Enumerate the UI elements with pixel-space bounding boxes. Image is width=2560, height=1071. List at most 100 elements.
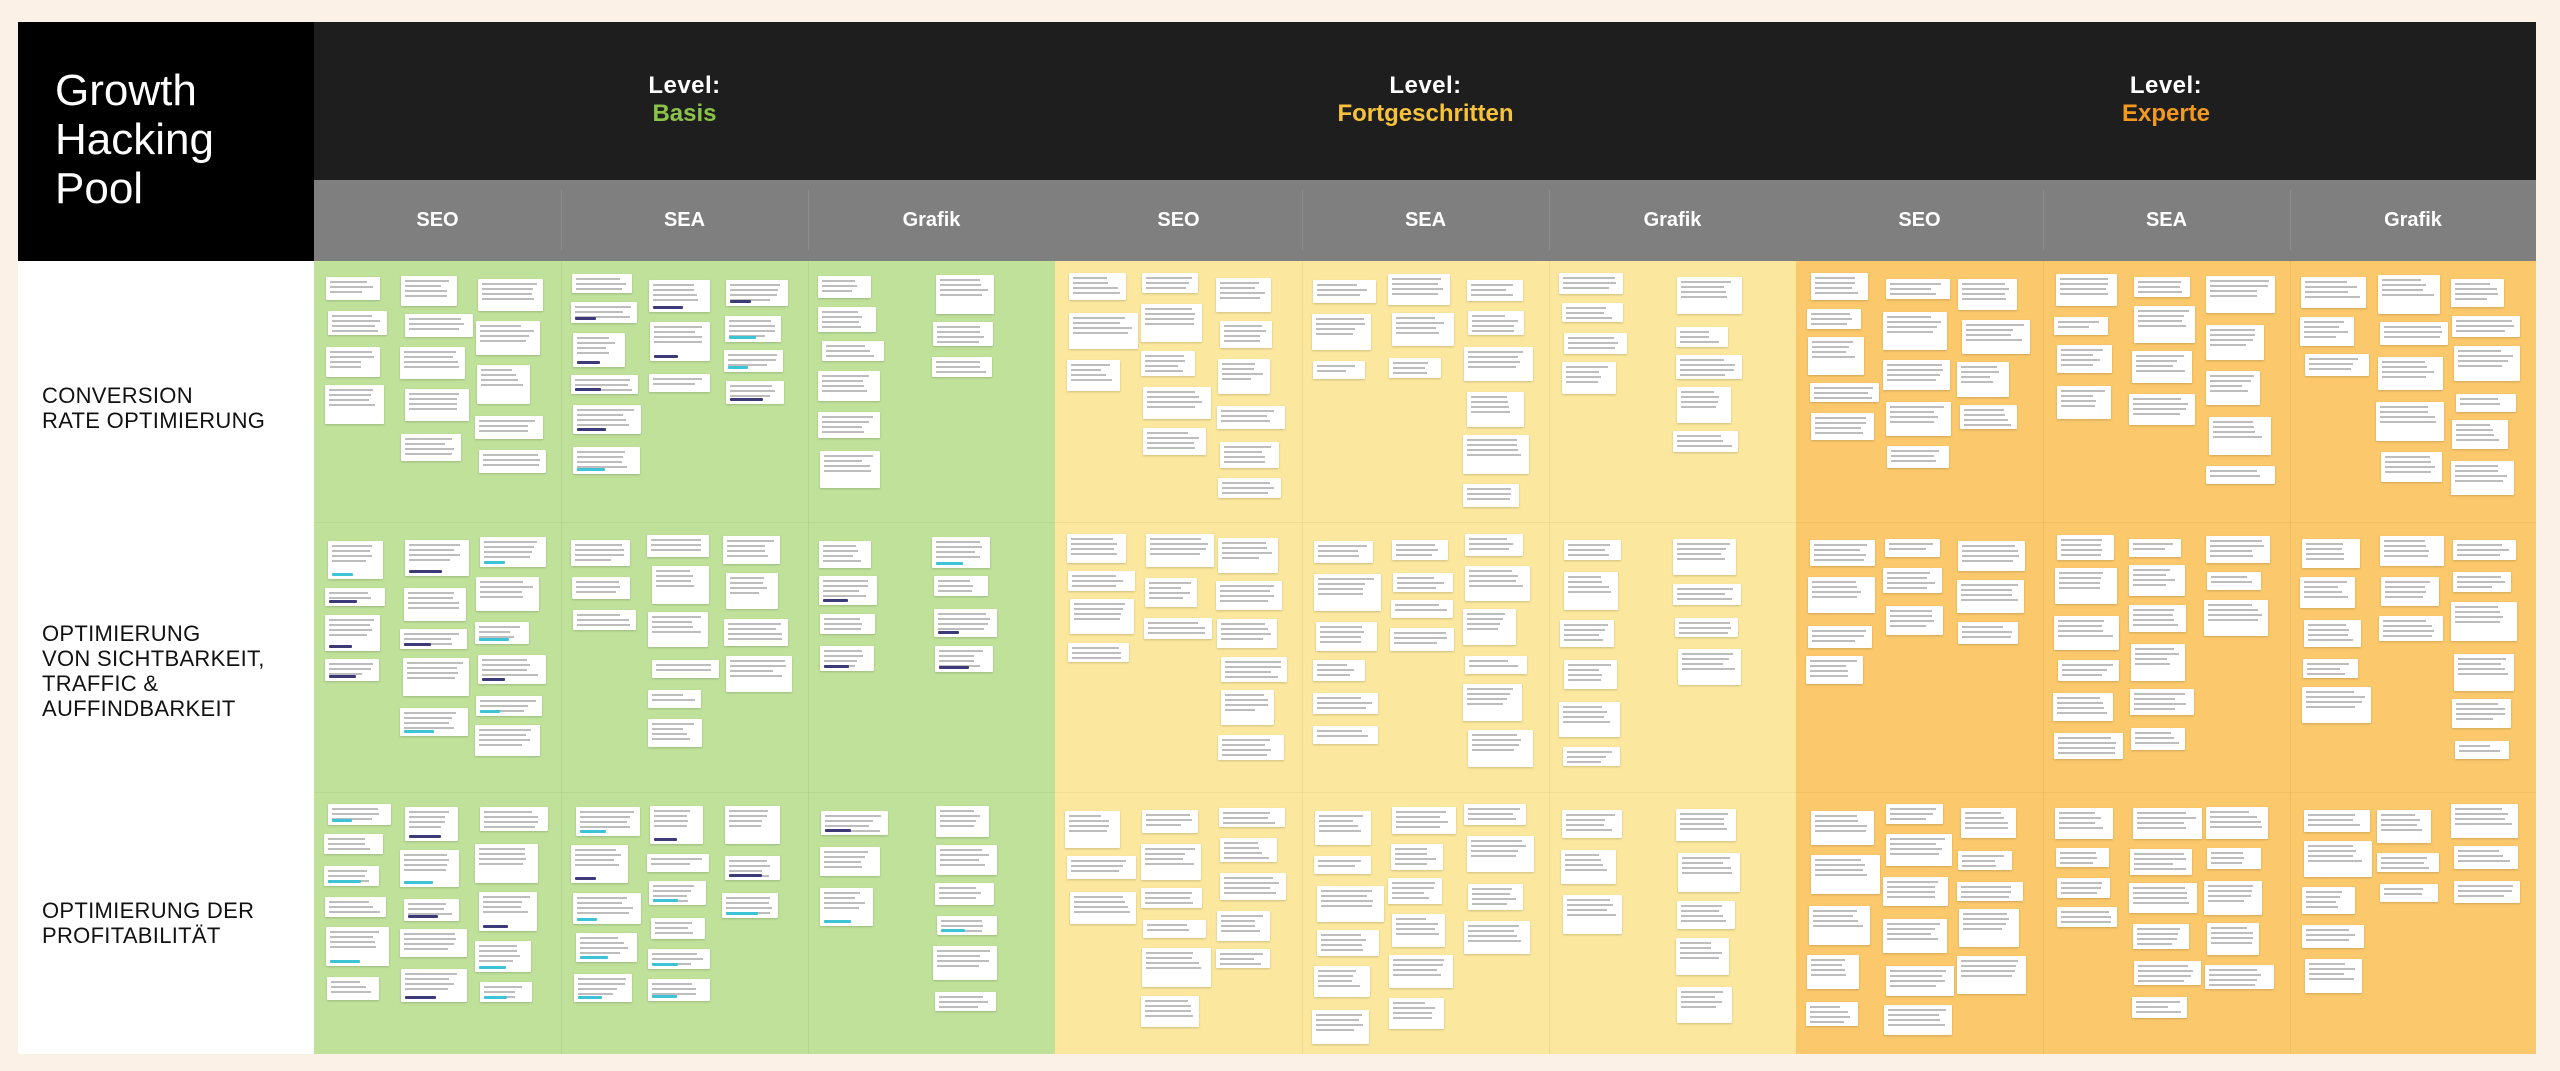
sticky-note[interactable] (726, 573, 779, 609)
sticky-note[interactable] (1140, 304, 1202, 342)
sticky-note[interactable] (1811, 855, 1880, 894)
sticky-note[interactable] (479, 892, 538, 931)
sticky-note[interactable] (1313, 726, 1378, 744)
sticky-note[interactable] (647, 979, 710, 1001)
sticky-note[interactable] (820, 847, 880, 876)
sticky-note[interactable] (1559, 273, 1623, 294)
sticky-note[interactable] (818, 307, 876, 332)
sticky-note[interactable] (1218, 478, 1282, 498)
sticky-note[interactable] (2057, 907, 2117, 927)
sticky-note[interactable] (1465, 534, 1524, 556)
sticky-note[interactable] (2454, 654, 2515, 691)
sticky-note[interactable] (1559, 702, 1620, 737)
sticky-note[interactable] (1314, 574, 1381, 611)
sticky-note[interactable] (2305, 354, 2369, 376)
sticky-note[interactable] (2207, 572, 2262, 590)
sticky-note[interactable] (573, 610, 636, 630)
sticky-note[interactable] (2300, 317, 2354, 346)
sticky-note[interactable] (475, 416, 544, 439)
sticky-note[interactable] (1217, 911, 1271, 941)
sticky-note[interactable] (1219, 808, 1286, 827)
sticky-note[interactable] (647, 612, 708, 647)
sticky-note[interactable] (1882, 877, 1948, 906)
sticky-note[interactable] (2380, 577, 2439, 606)
sticky-note[interactable] (2128, 883, 2197, 913)
sticky-note[interactable] (1564, 333, 1627, 354)
sticky-note[interactable] (327, 977, 379, 1000)
sticky-note[interactable] (1676, 987, 1732, 1023)
sticky-note[interactable] (2057, 345, 2112, 373)
sticky-note[interactable] (1220, 873, 1287, 900)
sticky-note[interactable] (480, 982, 533, 1002)
sticky-note[interactable] (2206, 325, 2265, 360)
sticky-note[interactable] (1810, 383, 1879, 402)
sticky-note[interactable] (2130, 728, 2185, 750)
sticky-note[interactable] (1962, 320, 2031, 354)
sticky-note[interactable] (326, 347, 380, 377)
sticky-note[interactable] (1221, 657, 1288, 682)
sticky-note[interactable] (2304, 810, 2370, 832)
sticky-note[interactable] (1464, 347, 1534, 381)
sticky-note[interactable] (1313, 361, 1365, 379)
sticky-note[interactable] (647, 690, 701, 708)
sticky-note[interactable] (477, 365, 531, 404)
sticky-note[interactable] (726, 656, 793, 692)
sticky-note[interactable] (1314, 856, 1371, 874)
sticky-note[interactable] (1562, 810, 1622, 838)
sticky-note[interactable] (1067, 534, 1126, 563)
sticky-note[interactable] (1140, 351, 1195, 376)
sticky-note[interactable] (2304, 620, 2361, 647)
sticky-note[interactable] (649, 322, 710, 361)
sticky-note[interactable] (1312, 1010, 1369, 1044)
sticky-note[interactable] (571, 375, 638, 394)
sticky-note[interactable] (1464, 921, 1531, 954)
sticky-note[interactable] (1317, 886, 1384, 922)
sticky-note[interactable] (1961, 808, 2017, 838)
sticky-note[interactable] (1677, 853, 1740, 892)
sticky-note[interactable] (1960, 405, 2018, 429)
sticky-note[interactable] (2206, 536, 2271, 563)
sticky-note[interactable] (573, 893, 641, 924)
sticky-note[interactable] (2305, 959, 2362, 993)
sticky-note[interactable] (1811, 811, 1874, 845)
sticky-note[interactable] (818, 412, 880, 438)
sticky-note[interactable] (2128, 605, 2186, 632)
sticky-note[interactable] (1810, 540, 1875, 566)
sticky-note[interactable] (725, 806, 781, 844)
sticky-note[interactable] (1392, 573, 1453, 592)
sticky-note[interactable] (649, 806, 703, 844)
sticky-note[interactable] (1958, 622, 2019, 644)
sticky-note[interactable] (2453, 572, 2512, 592)
sticky-note[interactable] (820, 646, 874, 671)
sticky-note[interactable] (1672, 539, 1736, 575)
sticky-note[interactable] (571, 540, 630, 566)
sticky-note[interactable] (1468, 311, 1525, 335)
sticky-note[interactable] (1676, 387, 1731, 423)
sticky-note[interactable] (1143, 618, 1212, 639)
sticky-note[interactable] (399, 929, 467, 957)
sticky-note[interactable] (1316, 622, 1377, 651)
sticky-note[interactable] (2300, 577, 2355, 608)
sticky-note[interactable] (648, 280, 710, 312)
sticky-note[interactable] (1390, 600, 1453, 618)
sticky-note[interactable] (1070, 599, 1134, 634)
sticky-note[interactable] (573, 405, 641, 434)
sticky-note[interactable] (820, 451, 880, 488)
sticky-note[interactable] (1141, 273, 1198, 293)
sticky-note[interactable] (1957, 882, 2024, 901)
sticky-note[interactable] (328, 541, 383, 579)
sticky-note[interactable] (2302, 887, 2355, 914)
sticky-note[interactable] (1958, 541, 2026, 571)
sticky-note[interactable] (1562, 362, 1616, 394)
sticky-note[interactable] (2452, 420, 2509, 449)
sticky-note[interactable] (1958, 851, 2013, 870)
sticky-note[interactable] (475, 622, 530, 644)
sticky-note[interactable] (2206, 466, 2276, 484)
sticky-note[interactable] (1069, 273, 1126, 300)
sticky-note[interactable] (2206, 276, 2276, 313)
sticky-note[interactable] (1389, 628, 1454, 651)
sticky-note[interactable] (1564, 572, 1618, 610)
sticky-note[interactable] (326, 277, 380, 300)
sticky-note[interactable] (1675, 809, 1736, 841)
sticky-note[interactable] (475, 844, 539, 883)
